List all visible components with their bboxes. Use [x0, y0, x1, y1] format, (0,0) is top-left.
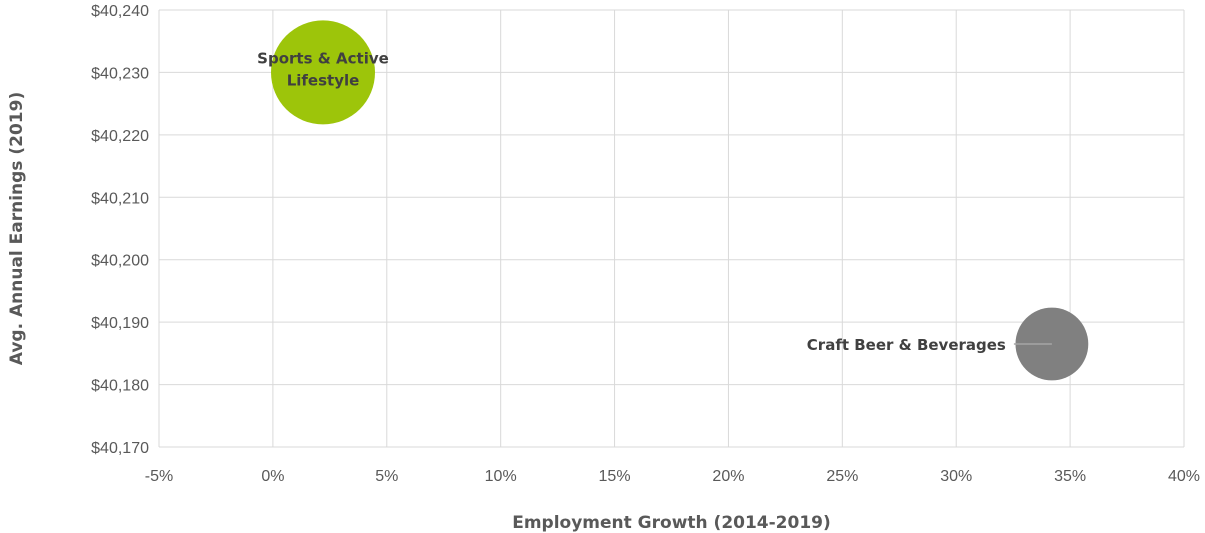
- y-tick-label: $40,230: [91, 65, 149, 82]
- x-tick-label: 40%: [1168, 468, 1200, 485]
- x-tick-label: 15%: [599, 468, 631, 485]
- y-tick-label: $40,240: [91, 3, 149, 20]
- bubble-label: Lifestyle: [287, 71, 360, 89]
- grid-lines: [158, 9, 1185, 448]
- y-tick-label: $40,220: [91, 128, 149, 145]
- y-axis-ticks: $40,170 $40,180 $40,190 $40,200 $40,210 $40,2…: [91, 3, 149, 457]
- y-tick-label: $40,180: [91, 378, 149, 395]
- x-axis-title: Employment Growth (2014-2019): [512, 513, 831, 533]
- x-tick-label: 10%: [485, 468, 517, 485]
- bubble-label: Sports & Active: [257, 49, 389, 67]
- y-tick-label: $40,190: [91, 315, 149, 332]
- x-tick-label: 30%: [940, 468, 972, 485]
- y-tick-label: $40,170: [91, 440, 149, 457]
- x-tick-label: -5%: [145, 468, 173, 485]
- y-axis-title: Avg. Annual Earnings (2019): [7, 92, 27, 365]
- x-tick-label: 0%: [261, 468, 284, 485]
- x-axis-ticks: -5% 0% 5% 10% 15% 20% 25% 30% 35% 40%: [145, 468, 1200, 485]
- x-tick-label: 20%: [712, 468, 744, 485]
- x-tick-label: 35%: [1054, 468, 1086, 485]
- bubble-label: Craft Beer & Beverages: [807, 336, 1006, 354]
- y-tick-label: $40,200: [91, 253, 149, 270]
- x-tick-label: 5%: [375, 468, 398, 485]
- bubbles: Sports & Active Lifestyle Craft Beer & Bev…: [257, 20, 1089, 381]
- bubble: [271, 20, 375, 125]
- x-tick-label: 25%: [826, 468, 858, 485]
- y-tick-label: $40,210: [91, 190, 149, 207]
